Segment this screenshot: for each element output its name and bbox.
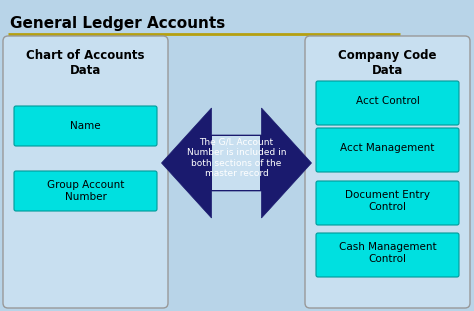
Text: Name: Name	[70, 121, 101, 131]
Text: Chart of Accounts
Data: Chart of Accounts Data	[26, 49, 145, 77]
Text: Group Account
Number: Group Account Number	[47, 180, 124, 202]
Polygon shape	[162, 108, 311, 218]
Text: The G/L Account
Number is included in
both sections of the
master record: The G/L Account Number is included in bo…	[187, 138, 286, 178]
FancyBboxPatch shape	[14, 171, 157, 211]
FancyBboxPatch shape	[14, 106, 157, 146]
FancyBboxPatch shape	[316, 128, 459, 172]
Text: Document Entry
Control: Document Entry Control	[345, 190, 430, 212]
Text: Company Code
Data: Company Code Data	[338, 49, 437, 77]
Text: Acct Management: Acct Management	[340, 143, 435, 153]
FancyBboxPatch shape	[3, 36, 168, 308]
FancyBboxPatch shape	[316, 81, 459, 125]
Text: Cash Management
Control: Cash Management Control	[339, 242, 436, 264]
Text: General Ledger Accounts: General Ledger Accounts	[10, 16, 225, 31]
FancyBboxPatch shape	[212, 136, 261, 190]
FancyBboxPatch shape	[316, 233, 459, 277]
Text: Acct Control: Acct Control	[356, 96, 419, 106]
FancyBboxPatch shape	[316, 181, 459, 225]
FancyBboxPatch shape	[305, 36, 470, 308]
